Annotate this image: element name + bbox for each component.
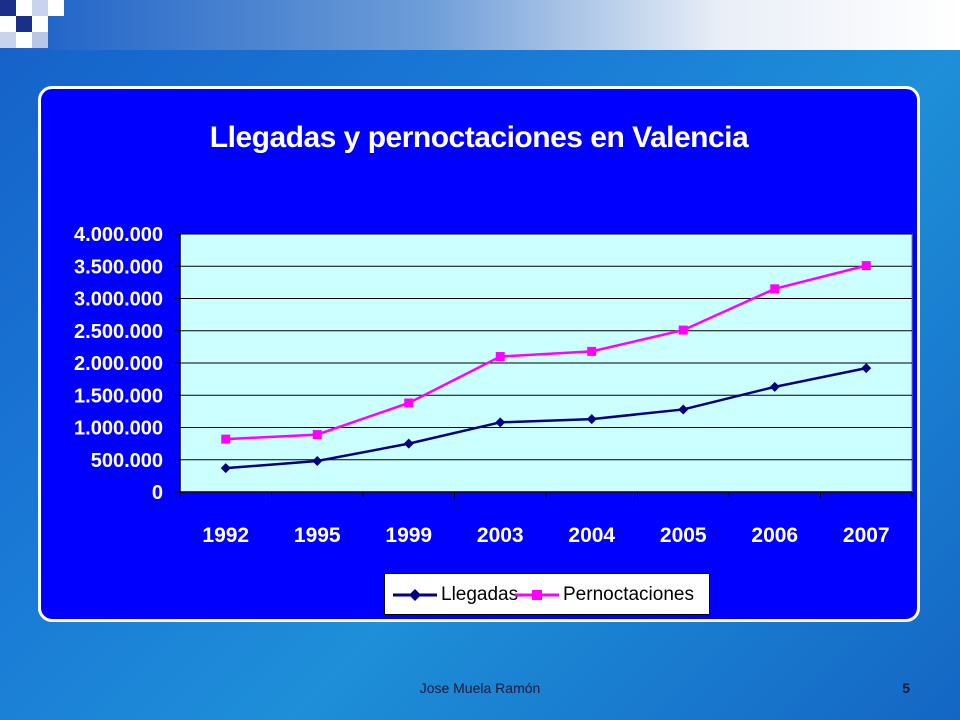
chart-container: Llegadas y pernoctaciones en Valencia 0 5… <box>38 86 920 622</box>
data-point-llegadas <box>403 438 414 449</box>
x-tick-label: 2007 <box>843 524 890 547</box>
data-point-llegadas <box>861 363 872 374</box>
gridlines <box>180 233 912 461</box>
data-point-pernoctaciones <box>312 430 322 440</box>
y-tick-label: 4.000.000 <box>74 224 163 246</box>
x-tick-label: 1995 <box>294 524 341 547</box>
x-tick-label: 2006 <box>751 524 798 547</box>
legend-swatch-llegadas <box>391 582 439 608</box>
data-point-pernoctaciones <box>587 346 597 356</box>
legend-item-pernoctaciones: Pernoctaciones <box>513 582 694 608</box>
legend-label-pernoctaciones: Pernoctaciones <box>563 584 694 605</box>
y-tick-label: 1.000.000 <box>74 418 163 440</box>
header-band <box>0 0 960 50</box>
data-point-llegadas <box>769 381 780 392</box>
legend-item-llegadas: Llegadas <box>391 582 518 608</box>
legend-label-llegadas: Llegadas <box>441 584 519 605</box>
x-tick-label: 2004 <box>568 524 615 547</box>
series-layer <box>220 261 872 474</box>
line-chart: 0 500.000 1.000.000 1.500.000 2.000.000 2.500… <box>74 224 913 547</box>
data-point-llegadas <box>495 417 506 428</box>
y-tick-label: 0 <box>152 482 163 504</box>
data-point-pernoctaciones <box>861 261 871 271</box>
data-point-pernoctaciones <box>495 352 505 362</box>
chart-legend: Llegadas Pernoctaciones <box>384 573 710 615</box>
data-point-pernoctaciones <box>404 398 414 408</box>
x-tick-label: 2005 <box>660 524 707 547</box>
y-tick-label: 3.000.000 <box>74 289 163 311</box>
series-line-llegadas <box>225 366 867 470</box>
x-axis: 1992 1995 1999 2003 2004 2005 2006 2007 <box>179 491 913 547</box>
y-axis: 0 500.000 1.000.000 1.500.000 2.000.000 2.500… <box>74 224 181 504</box>
y-tick-label: 500.000 <box>91 450 163 472</box>
footer-author: Jose Muela Ramón <box>419 680 541 696</box>
series-line-pernoctaciones <box>225 264 867 441</box>
y-tick-label: 2.000.000 <box>74 353 163 375</box>
y-tick-label: 3.500.000 <box>74 256 163 278</box>
page-number: 5 <box>902 680 910 696</box>
x-tick-label: 1999 <box>385 524 432 547</box>
x-tick-label: 1992 <box>202 524 249 547</box>
data-point-llegadas <box>220 463 231 474</box>
y-tick-label: 1.500.000 <box>74 385 163 407</box>
y-tick-label: 2.500.000 <box>74 321 163 343</box>
data-point-llegadas <box>312 456 323 467</box>
data-point-llegadas <box>586 414 597 425</box>
data-point-pernoctaciones <box>678 325 688 335</box>
legend-swatch-pernoctaciones <box>513 582 561 608</box>
chart-title: Llegadas y pernoctaciones en Valencia <box>209 121 749 154</box>
data-point-pernoctaciones <box>221 434 231 444</box>
x-tick-label: 2003 <box>477 524 524 547</box>
data-point-llegadas <box>678 404 689 415</box>
data-point-pernoctaciones <box>770 284 780 294</box>
corner-decoration <box>0 0 80 60</box>
